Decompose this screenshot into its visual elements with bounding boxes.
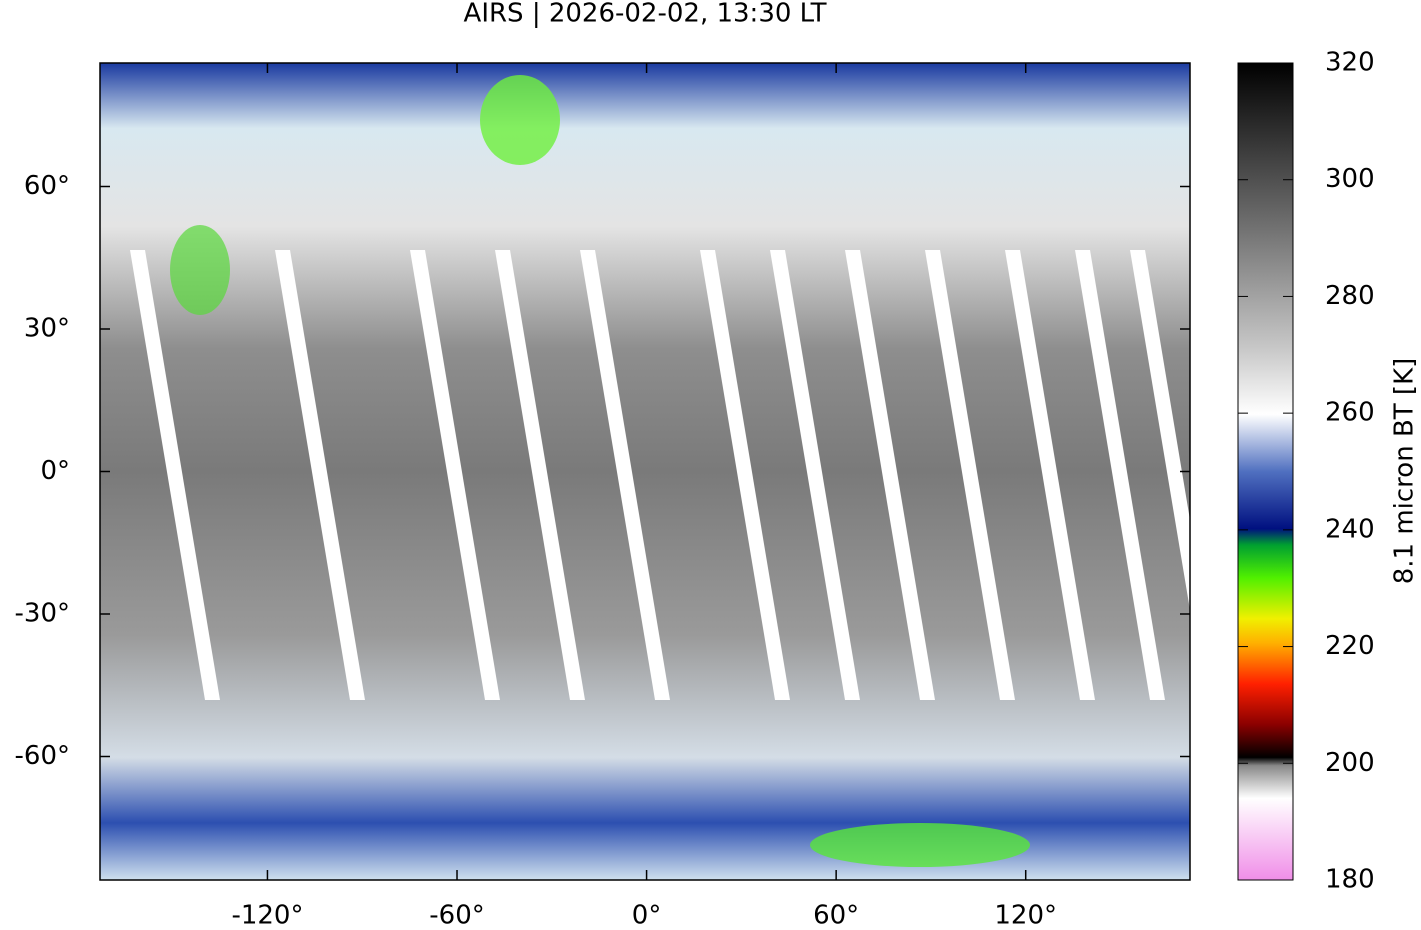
colorbar-label: 8.1 micron BT [K]: [1390, 358, 1420, 585]
x-tick-label: 120°: [994, 901, 1057, 930]
brightness-temperature-map: [100, 63, 1190, 880]
colorbar-tick-label: 220: [1325, 631, 1375, 661]
cold-cloud-region: [480, 75, 560, 165]
y-tick-label: 30°: [24, 314, 70, 344]
swath-gap: [275, 250, 365, 700]
colorbar-tick-label: 240: [1325, 514, 1375, 544]
swath-gap: [1075, 250, 1165, 700]
swath-gap: [700, 250, 790, 700]
swath-gap: [925, 250, 1015, 700]
cold-cloud-region: [170, 225, 230, 315]
x-tick-label: 0°: [632, 901, 662, 930]
cold-cloud-region: [810, 823, 1030, 867]
colorbar: [1237, 62, 1294, 881]
swath-gap: [130, 250, 220, 700]
x-tick-label: 60°: [813, 901, 859, 930]
y-tick-label: 0°: [40, 456, 70, 486]
swath-gap: [495, 250, 585, 700]
colorbar-tick-label: 300: [1325, 164, 1375, 194]
swath-gap: [770, 250, 860, 700]
swath-gap: [1005, 250, 1095, 700]
x-tick-label: -60°: [429, 901, 484, 930]
y-tick-label: -30°: [15, 599, 70, 629]
swath-gap: [845, 250, 935, 700]
colorbar-tick-label: 200: [1325, 748, 1375, 778]
colorbar-tick-label: 280: [1325, 281, 1375, 311]
colorbar-tick-label: 320: [1325, 48, 1375, 78]
colorbar-tick-label: 180: [1325, 865, 1375, 895]
swath-gap: [580, 250, 670, 700]
chart-title: AIRS | 2026-02-02, 13:30 LT: [464, 0, 827, 29]
y-tick-label: -60°: [15, 741, 70, 771]
colorbar-tick-label: 260: [1325, 398, 1375, 428]
x-tick-label: -120°: [231, 901, 303, 930]
swath-gaps: [130, 250, 1220, 700]
swath-gap: [1130, 250, 1220, 700]
y-tick-label: 60°: [24, 171, 70, 201]
swath-gap: [410, 250, 500, 700]
